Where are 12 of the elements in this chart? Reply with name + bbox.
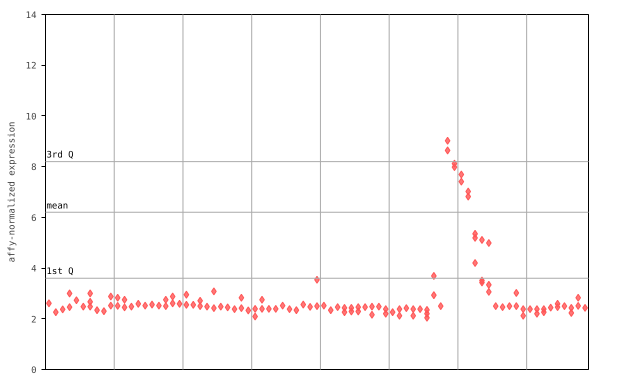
y-axis-title: affy-normalized expression xyxy=(8,122,18,262)
y-tick-label: 8 xyxy=(31,163,37,174)
y-tick-label: 2 xyxy=(31,315,37,326)
y-tick-label: 10 xyxy=(26,112,37,122)
y-tick-label: 4 xyxy=(31,264,37,275)
ref-line-label: mean xyxy=(46,201,68,212)
ref-line-label: 3rd Q xyxy=(46,150,74,161)
y-tick-label: 0 xyxy=(31,366,37,376)
y-tick-label: 6 xyxy=(31,214,37,224)
y-tick-label: 12 xyxy=(26,62,37,72)
y-tick-label: 14 xyxy=(26,11,37,21)
ref-line-label: 1st Q xyxy=(46,267,74,278)
